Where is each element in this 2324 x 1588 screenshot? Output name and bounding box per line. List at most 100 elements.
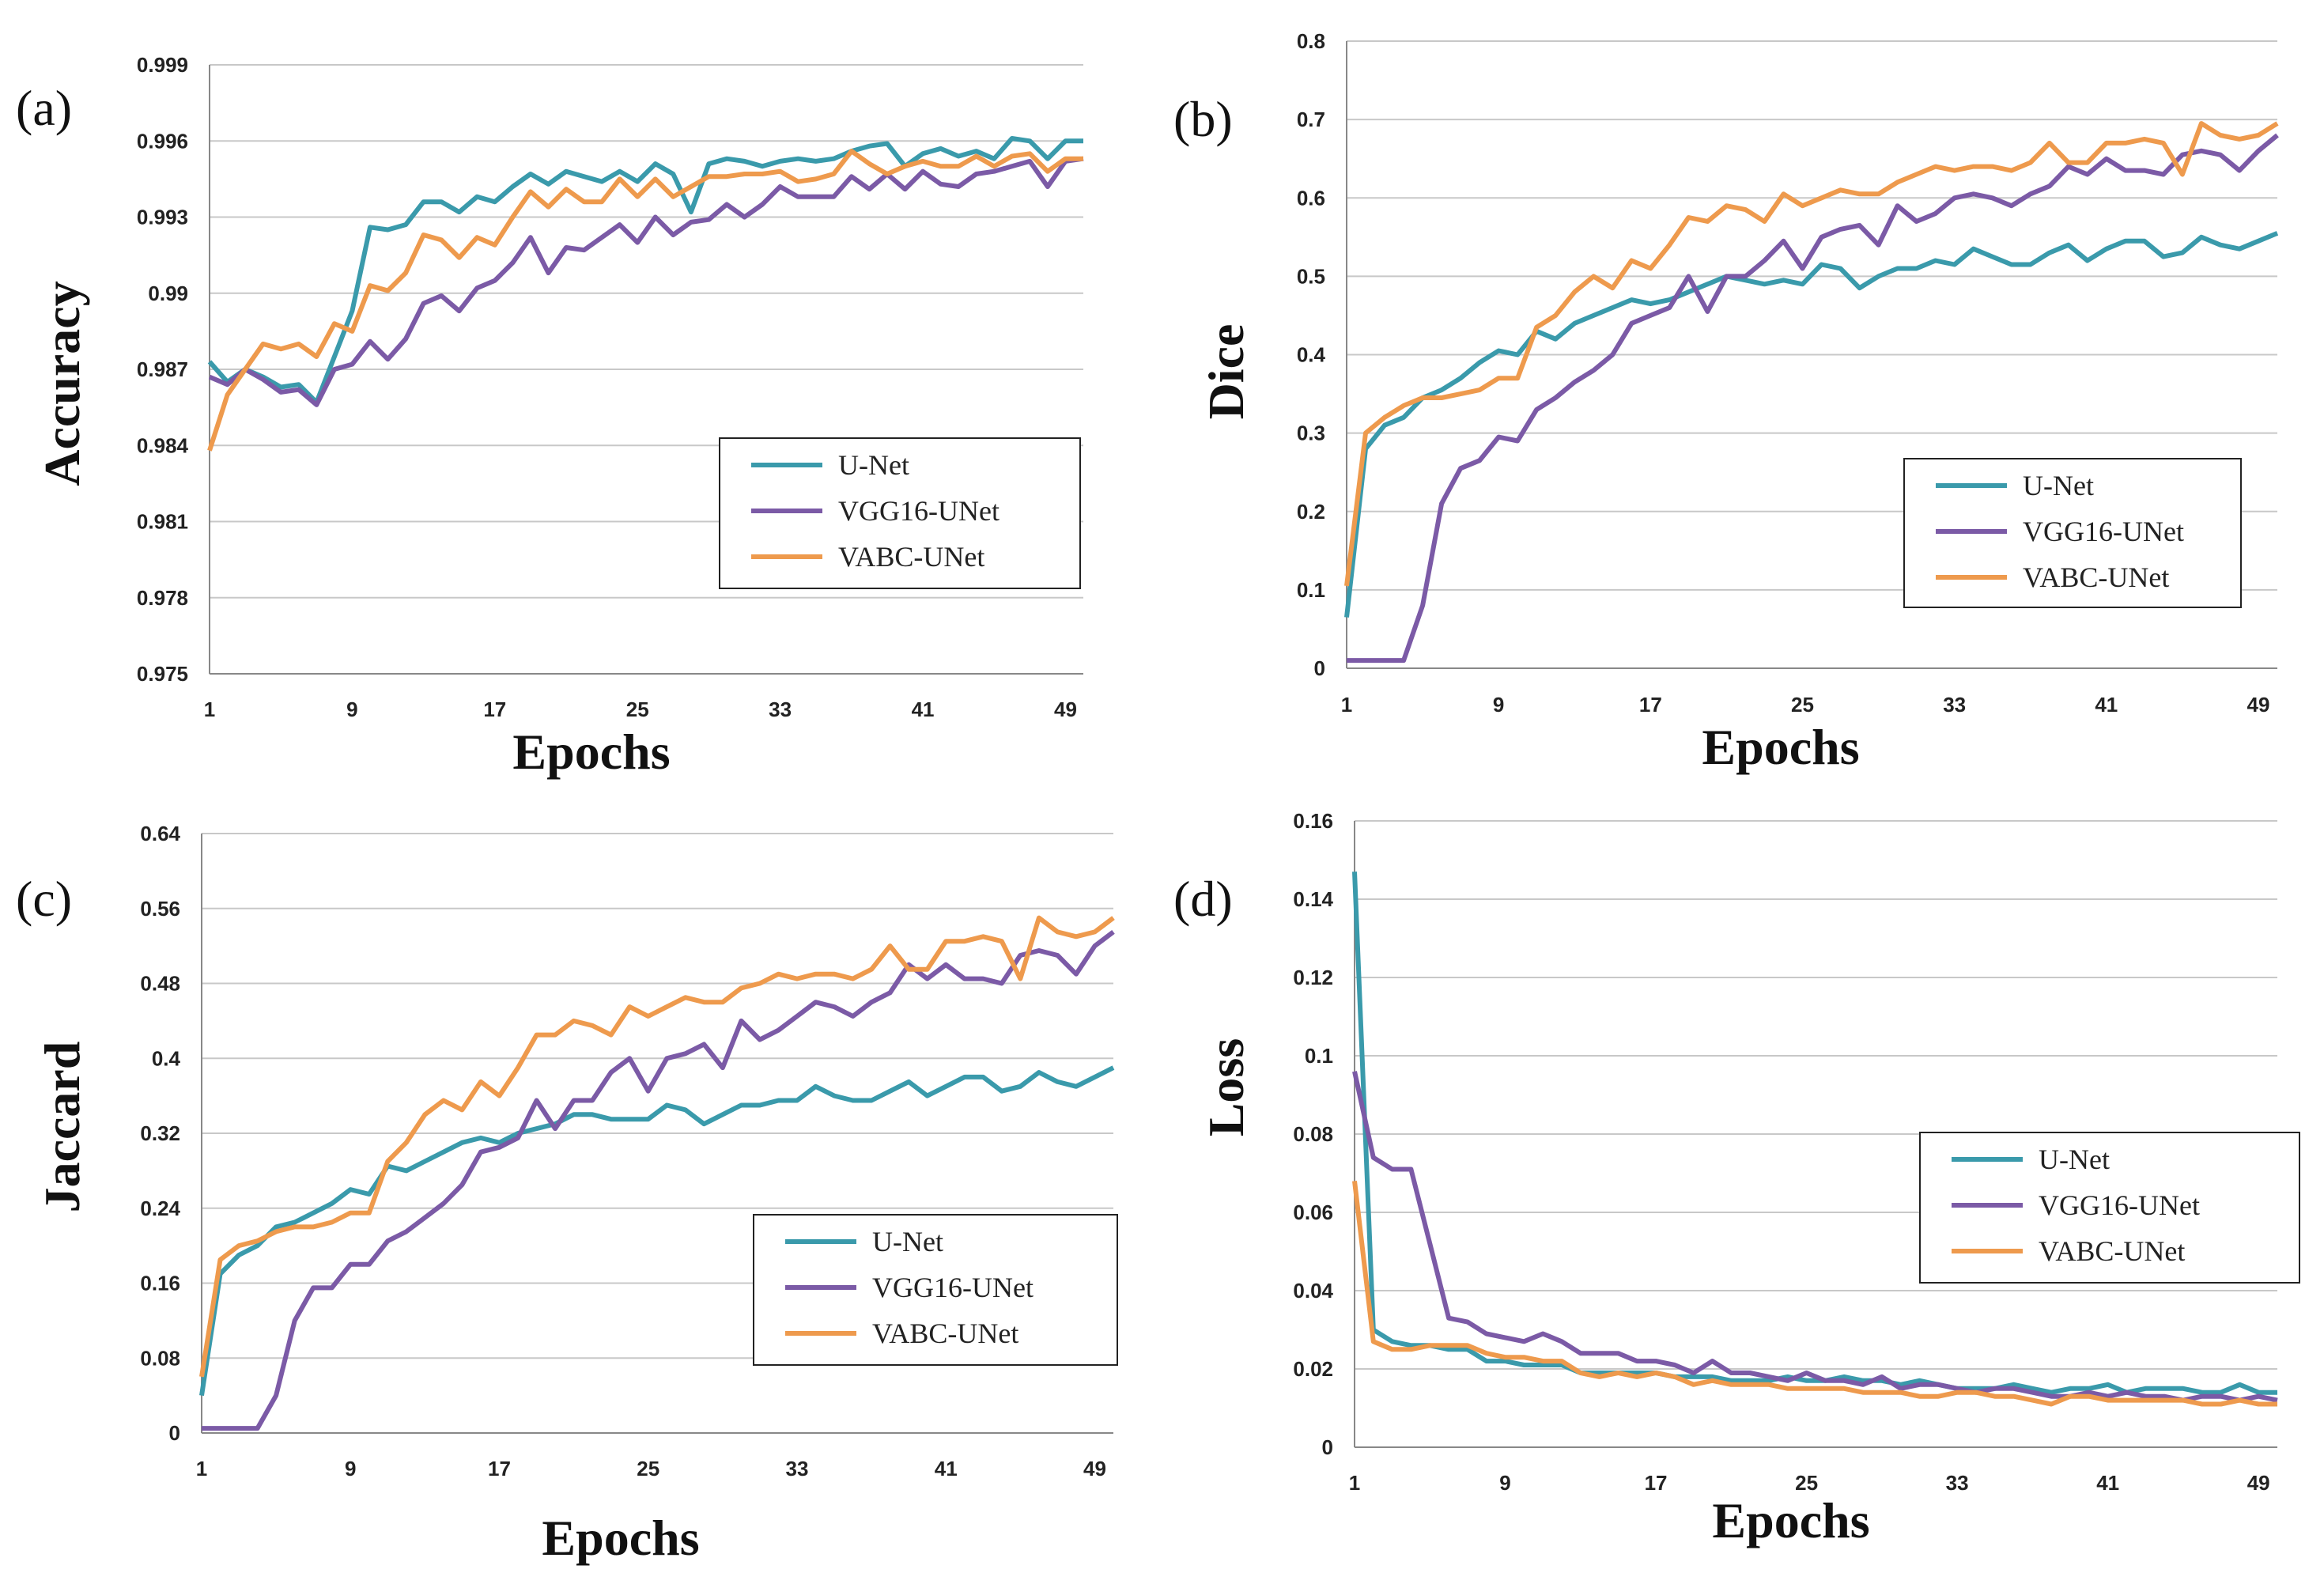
legend-label-u-net-d: U-Net <box>2039 1144 2110 1175</box>
plot-area-b: 0 0.1 0.2 0.3 0.4 0.5 0.6 0.7 0.8 1 9 17 25 33 41 49 <box>1297 29 2279 716</box>
x-axis-label-d: Epochs <box>1712 1492 1869 1548</box>
y-tick-label-d: 0.16 <box>1293 809 1333 833</box>
y-axis-label-a: Accuracy <box>34 281 90 486</box>
series-line-u-net-b <box>1344 231 2279 618</box>
y-tick-label-c: 0 <box>169 1421 180 1445</box>
y-tick-label-b: 0.8 <box>1297 29 1325 53</box>
series-line-u-net-a <box>207 136 1083 405</box>
series-line-vgg16-unet-a <box>208 156 1084 407</box>
y-tick-label-a: 0.981 <box>137 510 188 534</box>
x-axis-label-c: Epochs <box>542 1510 699 1566</box>
y-tick-label-d: 0.04 <box>1293 1279 1333 1303</box>
y-tick-label-a: 0.999 <box>137 53 188 77</box>
y-tick-label-a: 0.975 <box>137 662 188 686</box>
y-tick-label-d: 0.08 <box>1293 1122 1333 1146</box>
legend-label-vgg16-unet-a: VGG16-UNet <box>838 495 1000 527</box>
x-tick-label-d: 9 <box>1499 1471 1510 1495</box>
x-axis-label-a: Epochs <box>512 724 670 780</box>
plot-area-c: 0 0.08 0.16 0.24 0.32 0.4 0.48 0.56 0.64 1 9 17 25 33… <box>140 822 1115 1480</box>
y-tick-label-d: 0 <box>1322 1435 1333 1459</box>
y-tick-label-a: 0.987 <box>137 357 188 381</box>
y-tick-label-d: 0.14 <box>1293 887 1333 911</box>
x-tick-label-a: 41 <box>912 698 935 721</box>
plot-area-a: 0.975 0.978 0.981 0.984 0.987 0.99 0.993 0.996 0… <box>137 53 1084 721</box>
x-tick-label-b: 9 <box>1493 693 1504 716</box>
legend-d: U-Net VGG16-UNet VABC-UNet <box>1919 1132 2300 1284</box>
y-axis-label-d: Loss <box>1198 1038 1254 1137</box>
x-tick-label-a: 17 <box>483 698 506 721</box>
panel-c: (c) Epochs Jaccard 00.080.160.240.320.40… <box>16 822 1118 1566</box>
x-tick-label-c: 9 <box>345 1457 356 1480</box>
legend-label-vabc-unet-b: VABC-UNet <box>2023 561 2169 593</box>
x-tick-label-d: 49 <box>2247 1471 2270 1495</box>
x-tick-label-c: 49 <box>1083 1457 1106 1480</box>
panel-b: (b) Epochs Dice 0 0.1 0.2 0.3 0.4 0.5 0.6 0.7 0.… <box>1173 29 2279 775</box>
x-tick-label-a: 33 <box>769 698 792 721</box>
x-tick-label-c: 41 <box>935 1457 958 1480</box>
x-tick-label-b: 41 <box>2095 693 2118 716</box>
y-tick-label-b: 0.3 <box>1297 422 1325 445</box>
y-tick-label-c: 0.32 <box>140 1121 180 1145</box>
y-tick-label-c: 0.64 <box>140 822 180 845</box>
x-tick-label-c: 17 <box>488 1457 511 1480</box>
y-tick-label-a: 0.99 <box>148 282 188 305</box>
panel-label-d: (d) <box>1173 871 1233 927</box>
y-tick-label-a: 0.996 <box>137 129 188 153</box>
series-line-vgg16-unet-c <box>202 930 1115 1431</box>
x-tick-label-b: 33 <box>1943 693 1966 716</box>
y-tick-label-b: 0 <box>1314 656 1325 680</box>
series-line-vabc-unet-b <box>1344 121 2279 587</box>
legend-label-vgg16-unet-d: VGG16-UNet <box>2039 1189 2200 1221</box>
legend-label-vgg16-unet-c: VGG16-UNet <box>872 1272 1034 1303</box>
y-tick-label-a: 0.984 <box>137 433 189 457</box>
legend-label-u-net-b: U-Net <box>2023 470 2094 501</box>
y-tick-label-b: 0.2 <box>1297 500 1325 524</box>
panel-label-a: (a) <box>16 80 72 136</box>
x-tick-label-d: 41 <box>2096 1471 2119 1495</box>
x-tick-label-a: 49 <box>1054 698 1077 721</box>
y-tick-label-c: 0.56 <box>140 897 180 921</box>
series-line-vabc-unet-d <box>1352 1181 2277 1407</box>
y-tick-label-d: 0.02 <box>1293 1357 1333 1381</box>
y-tick-label-b: 0.6 <box>1297 186 1325 210</box>
y-tick-label-b: 0.1 <box>1297 578 1325 602</box>
legend-label-vabc-unet-a: VABC-UNet <box>838 541 984 573</box>
series-line-vgg16-unet-b <box>1347 133 2279 664</box>
y-tick-label-c: 0.08 <box>140 1346 180 1370</box>
series-line-u-net-c <box>199 1065 1115 1397</box>
x-tick-label-a: 9 <box>346 698 357 721</box>
x-tick-label-d: 25 <box>1795 1471 1818 1495</box>
y-tick-label-d: 0.1 <box>1305 1044 1333 1068</box>
x-tick-label-b: 49 <box>2247 693 2270 716</box>
y-tick-label-c: 0.48 <box>140 972 180 996</box>
y-tick-label-b: 0.5 <box>1297 264 1325 288</box>
x-tick-label-b: 25 <box>1791 693 1814 716</box>
plot-area-d: 0 0.02 0.04 0.06 0.08 0.1 0.12 0.14 0.16 1 9 17 25 33… <box>1293 809 2278 1495</box>
legend-label-u-net-a: U-Net <box>838 449 909 481</box>
x-tick-label-b: 17 <box>1639 693 1662 716</box>
x-axis-label-b: Epochs <box>1702 719 1859 775</box>
panel-d: (d) Epochs Loss 0 0.02 0.04 0.06 0.08 0.1 0.12… <box>1173 809 2300 1548</box>
y-tick-label-d: 0.06 <box>1293 1200 1333 1224</box>
legend-a: U-Net VGG16-UNet VABC-UNet <box>719 437 1081 589</box>
x-tick-label-d: 33 <box>1946 1471 1969 1495</box>
y-axis-label-c: Jaccard <box>34 1042 90 1213</box>
series-line-vabc-unet-c <box>199 915 1115 1378</box>
legend-c: U-Net VGG16-UNet VABC-UNet <box>753 1214 1118 1366</box>
y-tick-label-c: 0.4 <box>152 1046 181 1070</box>
series-line-vgg16-unet-d <box>1352 1071 2278 1403</box>
panel-label-b: (b) <box>1173 91 1233 147</box>
legend-b: U-Net VGG16-UNet VABC-UNet <box>1903 458 2242 608</box>
x-tick-label-b: 1 <box>1341 693 1352 716</box>
x-tick-label-a: 1 <box>204 698 215 721</box>
y-axis-label-b: Dice <box>1198 324 1254 420</box>
x-tick-label-c: 25 <box>637 1457 659 1480</box>
y-tick-label-a: 0.993 <box>137 206 188 229</box>
y-tick-label-b: 0.7 <box>1297 108 1325 131</box>
legend-label-vabc-unet-c: VABC-UNet <box>872 1318 1018 1349</box>
x-tick-label-c: 33 <box>786 1457 809 1480</box>
y-tick-label-a: 0.978 <box>137 586 188 610</box>
x-tick-label-c: 1 <box>196 1457 207 1480</box>
series-line-vabc-unet-a <box>207 149 1083 452</box>
